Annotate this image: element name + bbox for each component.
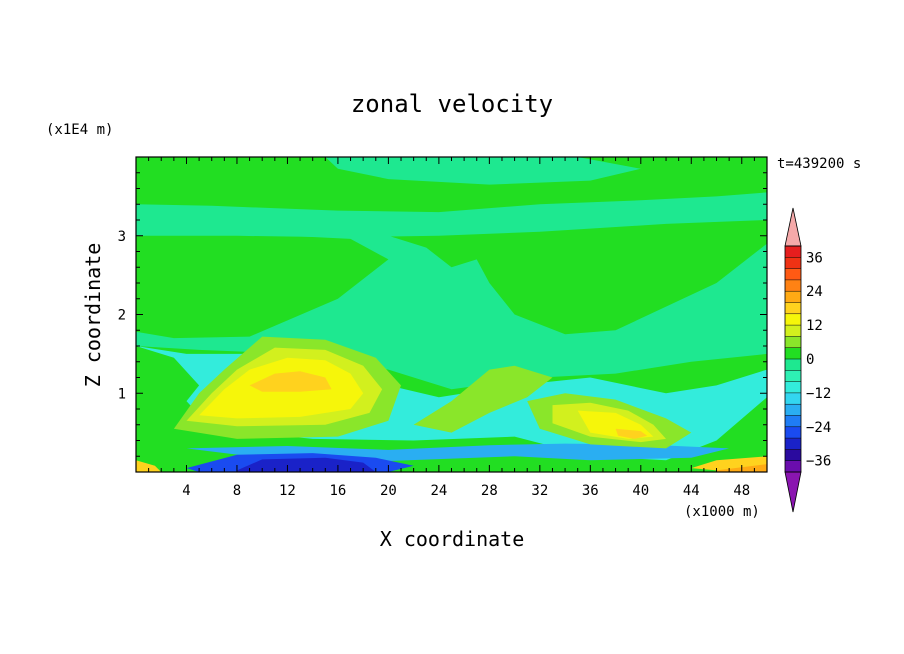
colorbar-swatch bbox=[785, 460, 801, 472]
y-axis-label: Z coordinate bbox=[81, 243, 105, 388]
x-unit-label: (x1000 m) bbox=[684, 504, 760, 520]
colorbar-swatch bbox=[785, 246, 801, 258]
colorbar-swatch bbox=[785, 438, 801, 450]
colorbar-swatch bbox=[785, 302, 801, 314]
x-tick-label: 40 bbox=[632, 483, 649, 499]
colorbar-label: −12 bbox=[806, 386, 831, 402]
y-tick-label: 1 bbox=[118, 386, 126, 402]
colorbar-swatch bbox=[785, 257, 801, 269]
colorbar-swatch bbox=[785, 313, 801, 326]
colorbar-under-triangle bbox=[784, 471, 802, 513]
colorbar-label: 0 bbox=[806, 352, 814, 368]
colorbar-swatch bbox=[785, 291, 801, 303]
contour-band-mint-top bbox=[136, 192, 767, 238]
x-tick-label: 12 bbox=[279, 483, 296, 499]
contour-right-blob-gold bbox=[615, 428, 648, 439]
y-unit-label: (x1E4 m) bbox=[46, 122, 113, 138]
colorbar-swatch bbox=[785, 359, 801, 371]
colorbar-swatch bbox=[785, 370, 801, 382]
x-tick-label: 28 bbox=[481, 483, 498, 499]
x-axis-ticks: 4 8 12 16 20 24 28 32 36 40 44 48 bbox=[148, 157, 755, 499]
contour-left-bottom-gold bbox=[136, 460, 162, 472]
colorbar-swatch bbox=[785, 279, 801, 292]
colorbar-label: −36 bbox=[806, 454, 831, 470]
x-tick-label: 44 bbox=[683, 483, 700, 499]
colorbar-swatch bbox=[785, 449, 801, 461]
x-tick-label: 20 bbox=[380, 483, 397, 499]
x-tick-label: 4 bbox=[182, 483, 190, 499]
contour-yellow-blob-gold bbox=[249, 371, 332, 392]
time-label: t=439200 s bbox=[777, 156, 861, 172]
colorbar-label: 12 bbox=[806, 318, 823, 334]
colorbar-swatch bbox=[785, 392, 801, 405]
colorbar-swatch bbox=[785, 347, 801, 359]
x-tick-label: 16 bbox=[329, 483, 346, 499]
x-tick-label: 8 bbox=[233, 483, 241, 499]
colorbar-swatch bbox=[785, 325, 801, 337]
x-tick-label: 24 bbox=[430, 483, 447, 499]
chart-title: zonal velocity bbox=[351, 90, 553, 118]
y-tick-label: 3 bbox=[118, 229, 126, 245]
colorbar-over-triangle bbox=[784, 207, 802, 247]
colorbar: 36 24 12 0 −12 −24 −36 bbox=[784, 207, 831, 513]
x-tick-label: 48 bbox=[733, 483, 750, 499]
colorbar-label: 24 bbox=[806, 284, 823, 300]
plot-area bbox=[135, 156, 768, 473]
contour-darkblue-jet bbox=[237, 457, 376, 472]
colorbar-swatch bbox=[785, 415, 801, 427]
x-tick-label: 32 bbox=[531, 483, 548, 499]
contour-upper-mint-top-strip bbox=[325, 157, 641, 185]
colorbar-swatch bbox=[785, 336, 801, 348]
colorbar-swatch bbox=[785, 268, 801, 280]
y-tick-label: 2 bbox=[118, 308, 126, 324]
colorbar-swatch bbox=[785, 381, 801, 393]
colorbar-label: 36 bbox=[806, 250, 823, 266]
contour-right-lime-ridge bbox=[413, 365, 553, 433]
contour-right-bottom-gold bbox=[691, 456, 767, 471]
colorbar-swatch bbox=[785, 404, 801, 416]
colorbar-swatch bbox=[785, 426, 801, 439]
y-axis-ticks: 1 2 3 bbox=[118, 172, 767, 457]
x-axis-label: X coordinate bbox=[380, 527, 525, 551]
x-tick-label: 36 bbox=[582, 483, 599, 499]
colorbar-label: −24 bbox=[806, 420, 831, 436]
